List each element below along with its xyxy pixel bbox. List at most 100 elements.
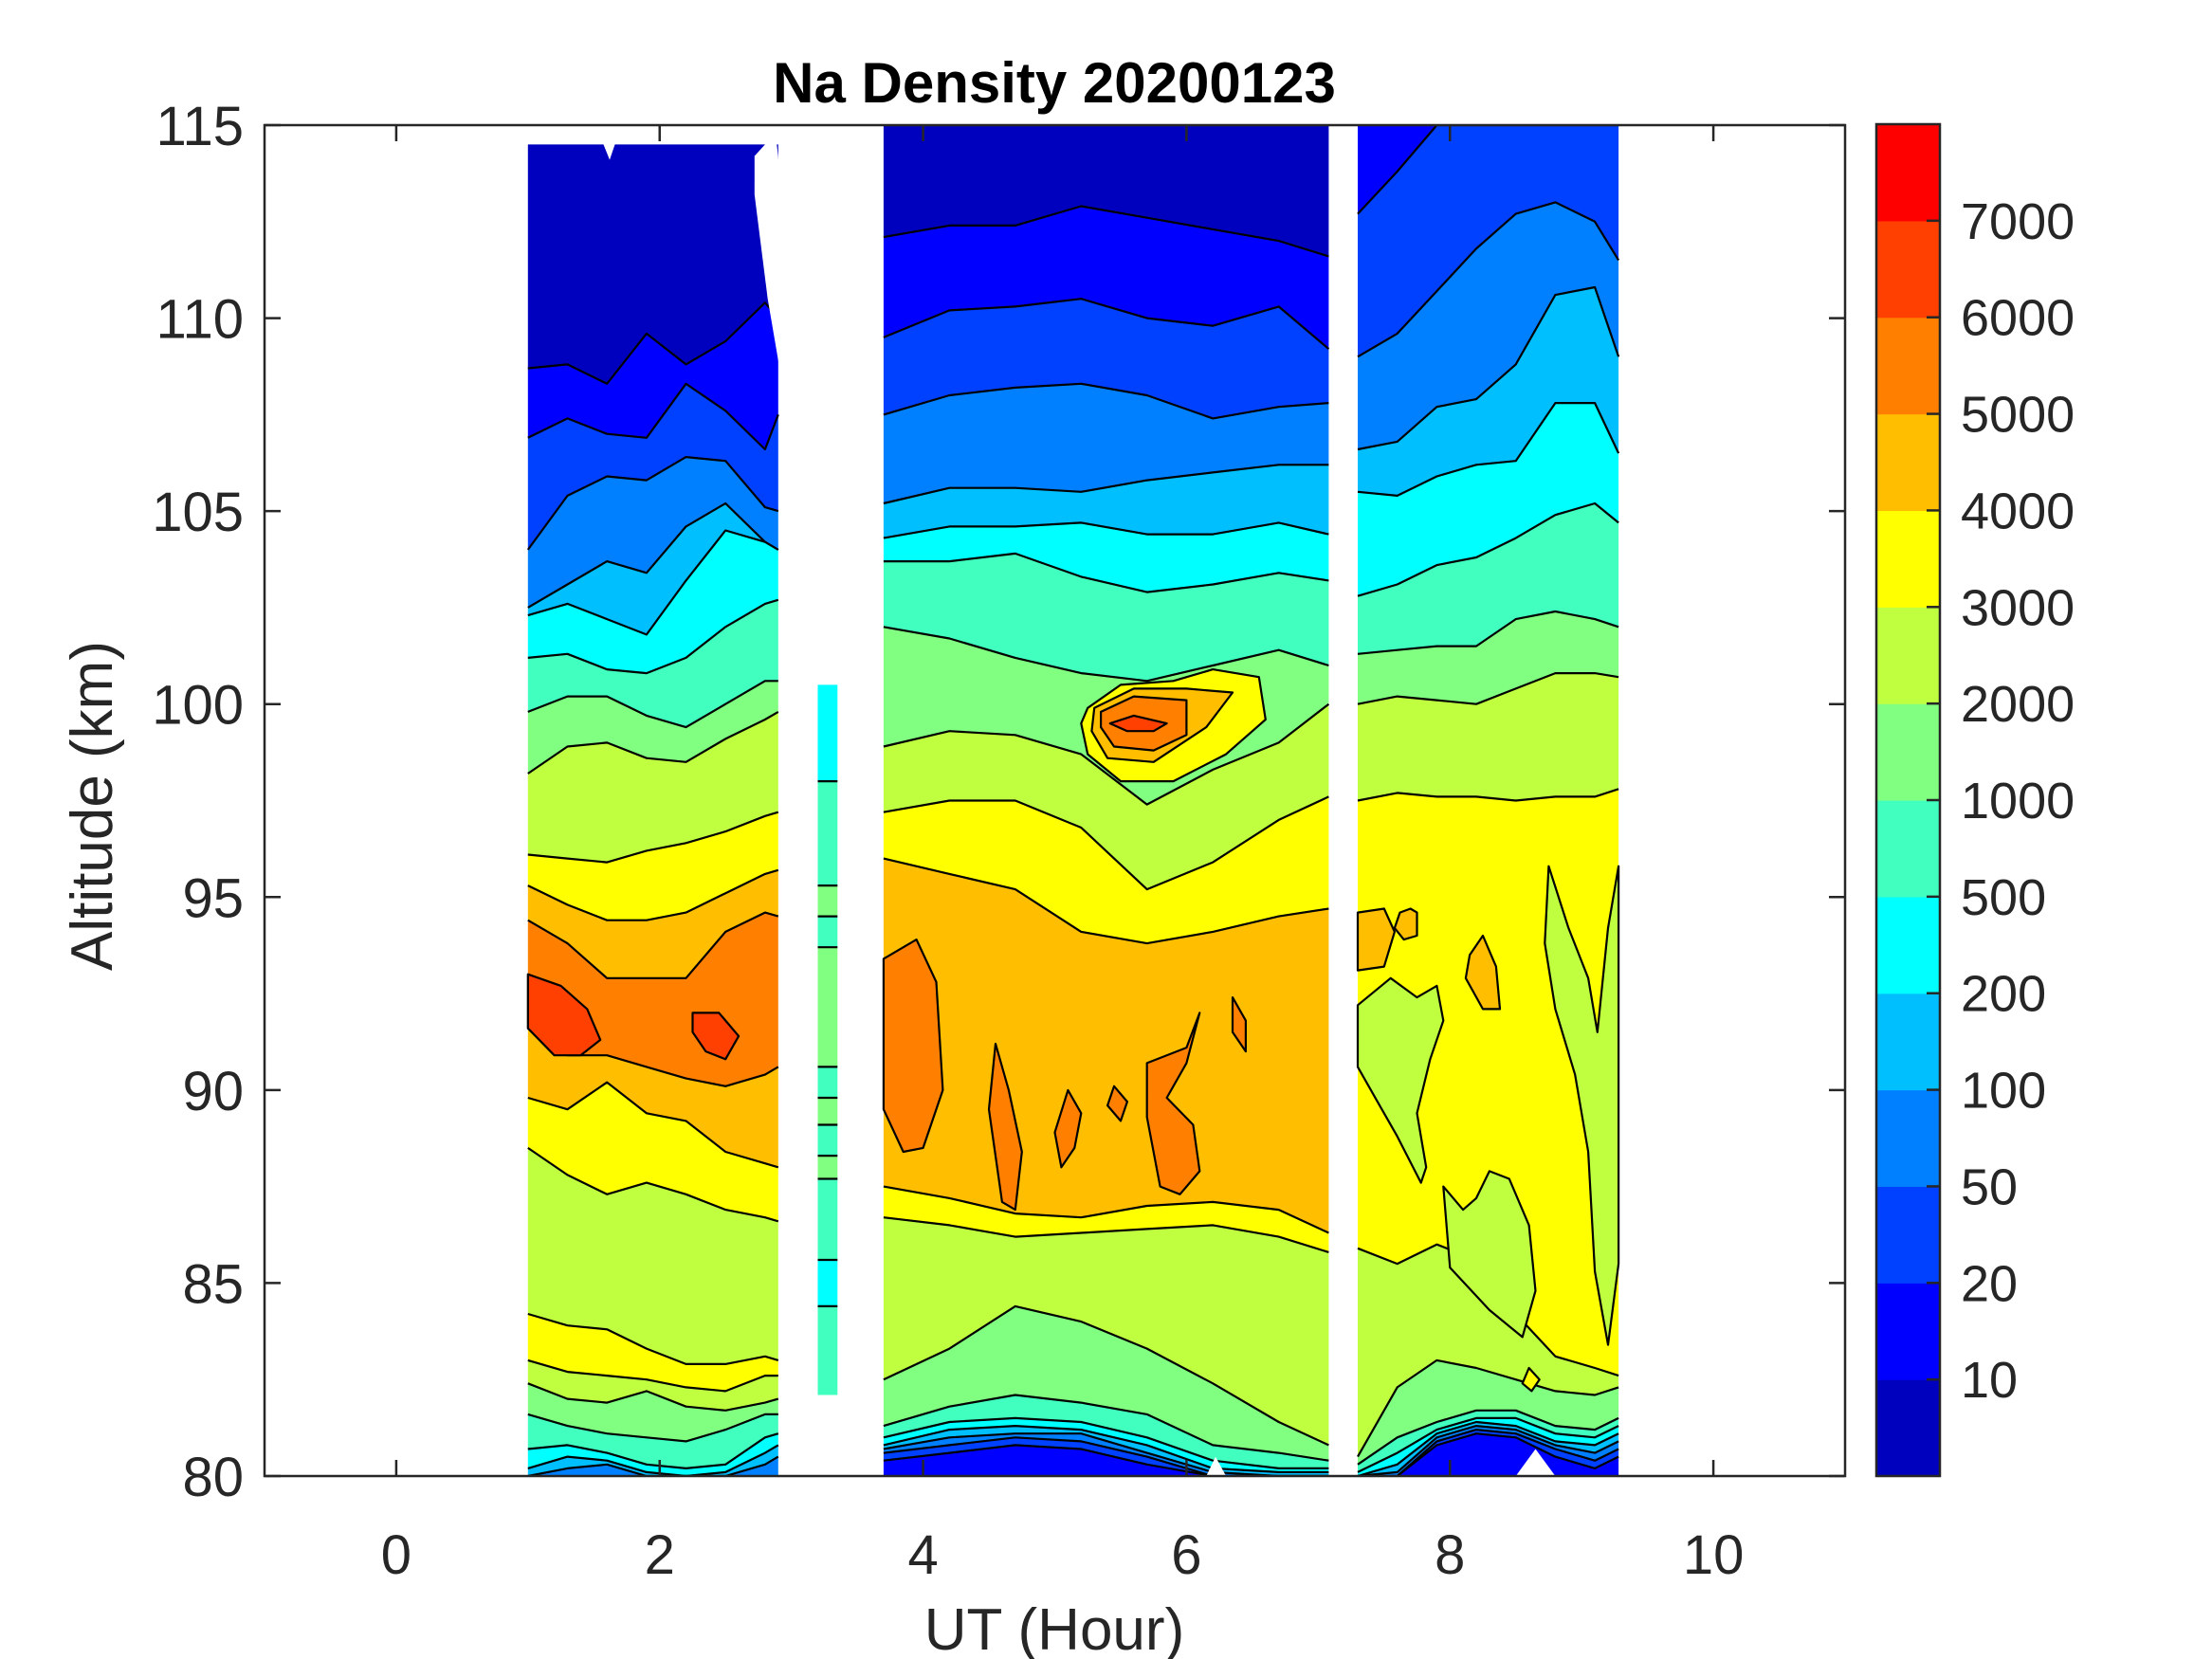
contour-band-level-6 [817, 1066, 838, 1098]
colorbar-segment-7000 [1876, 124, 1940, 222]
colorbar-segment-3000 [1876, 510, 1940, 608]
contour-band-level-3 [1358, 1426, 1619, 1476]
colorbar: 10 20 50 100 200 500 1000 2000 3000 4000 5000 6000 7… [1874, 122, 2075, 1478]
contour-patch-level-10 [1464, 934, 1502, 1011]
contour-patch-level-8 [1442, 1170, 1537, 1339]
contour-band-level-2 [527, 383, 778, 550]
contour-band-level-4 [1358, 287, 1619, 496]
missing-data-notch [600, 125, 618, 160]
x-axis: 0 2 4 6 8 10 [381, 125, 1745, 1586]
colorbar-tick-label: 5000 [1961, 387, 2075, 444]
contour-band-level-7 [1358, 611, 1619, 704]
colorbar-tick-label: 3000 [1961, 579, 2075, 636]
contour-band-level-9 [527, 1082, 778, 1222]
contour-band-level-6 [883, 553, 1329, 682]
contour-line [527, 1358, 778, 1393]
contour-band-level-7 [527, 1383, 778, 1442]
axes-box [263, 123, 1847, 1478]
contour-line [1357, 610, 1619, 655]
colorbar-segment-100 [1876, 993, 1940, 1091]
contour-line [527, 529, 779, 636]
contour-line [527, 1455, 779, 1476]
x-tick-label: 2 [645, 1524, 675, 1586]
contour-patch-level-12 [526, 973, 602, 1057]
contour-line [1357, 1358, 1619, 1458]
contour-line [1357, 201, 1620, 358]
contour-band-level-9 [883, 796, 1329, 944]
missing-data-notch [1515, 1449, 1556, 1476]
missing-data-notch [712, 125, 740, 145]
contour-line [526, 456, 779, 551]
colorbar-segment-0 [1876, 1379, 1940, 1477]
contour-line [527, 1312, 779, 1366]
contour-line [527, 811, 779, 864]
colorbar-tick-label: 100 [1961, 1063, 2046, 1120]
contour-line [883, 626, 1329, 683]
contour-band-level-6 [817, 916, 838, 948]
contour-patch-level-8 [1356, 976, 1445, 1184]
contour-line [527, 710, 779, 775]
contour-band-level-9 [527, 1314, 778, 1392]
x-axis-label: UT (Hour) [924, 1597, 1184, 1659]
x-tick-label: 10 [1683, 1524, 1745, 1586]
contour-line [1357, 1416, 1619, 1473]
contour-patch-level-9 [1521, 1366, 1541, 1393]
colorbar-tick-label: 4000 [1961, 483, 2075, 539]
contour-band-level-10 [527, 869, 778, 978]
contour-line [883, 1394, 1329, 1462]
contour-band-level-4 [527, 503, 778, 635]
contour-band-level-10 [527, 1028, 778, 1168]
colorbar-tick-label: 10 [1961, 1352, 2018, 1409]
contour-line [883, 857, 1329, 945]
x-tick-label: 4 [907, 1524, 938, 1586]
contour-line [1357, 671, 1619, 705]
contour-fills [526, 125, 1620, 1476]
x-tick-label: 6 [1171, 1524, 1201, 1586]
contour-line [1357, 1420, 1619, 1476]
colorbar-segment-50 [1876, 1089, 1940, 1188]
contour-line [883, 1424, 1329, 1474]
contour-band-level-6 [1358, 503, 1619, 654]
contour-line [1357, 1424, 1619, 1476]
y-tick-label: 100 [152, 675, 244, 737]
colorbar-segment-10 [1876, 1283, 1940, 1380]
contour-patch-level-10 [1393, 907, 1418, 941]
colorbar-tick-label: 20 [1961, 1255, 2018, 1312]
contour-band-level-8 [883, 703, 1329, 890]
contour-line [883, 298, 1330, 350]
data-block-block-3 [1356, 125, 1620, 1476]
colorbar-tick-label: 6000 [1961, 290, 2075, 347]
contour-band-level-1 [1358, 125, 1619, 214]
colorbar-segment-2000 [1876, 607, 1940, 704]
contour-band-level-7 [1358, 1359, 1619, 1465]
contour-line [527, 1432, 779, 1470]
contour-line [527, 680, 778, 729]
contour-patch-level-11 [1231, 995, 1248, 1053]
contour-line [527, 1146, 779, 1223]
contour-patch-level-11 [1053, 1088, 1083, 1169]
contour-patch-level-11 [882, 938, 944, 1154]
contour-band-level-5 [817, 1260, 838, 1306]
contour-patch-level-8 [1544, 865, 1620, 1346]
colorbar-segment-1000 [1876, 703, 1940, 801]
contour-band-level-9 [527, 811, 778, 921]
contour-band-level-8 [527, 711, 778, 863]
contour-line [527, 1444, 779, 1476]
contour-band-level-4 [527, 1445, 778, 1476]
x-tick-label: 8 [1435, 1524, 1465, 1586]
contour-band-level-8 [1358, 1244, 1619, 1457]
contour-band-level-6 [817, 1305, 838, 1395]
contour-line [527, 1382, 779, 1412]
colorbar-segment-500 [1876, 800, 1940, 898]
data-block-block-2 [882, 125, 1330, 1476]
contour-line [883, 521, 1329, 539]
contour-band-level-4 [1358, 1422, 1619, 1476]
colorbar-tick-label: 2000 [1961, 676, 2075, 733]
contour-patch-level-11 [1145, 1012, 1201, 1195]
contour-line [1357, 501, 1619, 597]
contour-band-level-1 [883, 206, 1329, 350]
contour-band-level-7 [817, 1156, 838, 1179]
colorbar-segment-200 [1876, 896, 1940, 994]
contour-patch-level-12 [691, 1012, 740, 1061]
contour-line [1357, 788, 1619, 802]
